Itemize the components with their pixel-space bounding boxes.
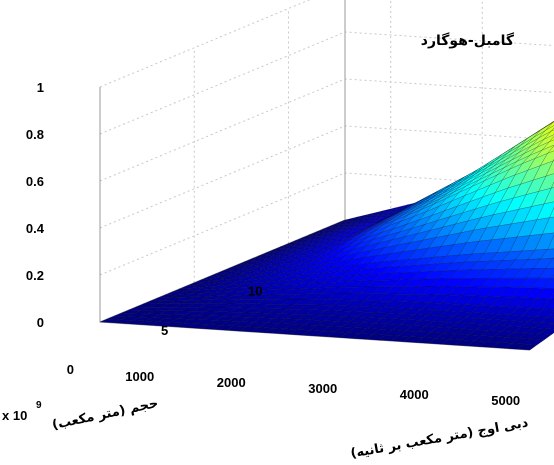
surface-patch [550,181,554,189]
y-axis-label: حجم (متر مکعب) [51,396,160,433]
x-tick-label: 2000 [217,375,246,390]
x-tick-label: 3000 [308,381,337,396]
z-tick-label: 0.2 [26,268,44,283]
y-tick-label: 5 [161,323,168,338]
x-tick-label: 1000 [125,369,154,384]
surface-patch [551,274,554,279]
z-axis-ticks: 0 0.2 0.4 0.6 0.8 1 [26,80,45,330]
surface-patch [545,323,554,330]
surface-mesh [99,121,554,351]
z-tick-label: 0.8 [26,127,44,142]
z-tick-label: 0 [37,315,44,330]
surface-patch [547,310,554,318]
z-tick-label: 1 [37,80,44,95]
y-axis-multiplier-exponent: 9 [36,400,42,411]
surface-patch [547,234,554,250]
z-tick-label: 0.4 [26,221,45,236]
y-axis-multiplier-base: x 10 [2,408,27,423]
surface-patch [551,127,554,132]
chart-title: گامبل-هوگارد [421,32,515,49]
surface-patch [547,145,554,154]
surface-patch [545,121,554,131]
surface-patch [545,160,554,177]
x-axis-ticks: 1000 2000 3000 4000 5000 [125,369,520,408]
surface-patch [516,343,538,351]
x-axis-label: دبی اوج (متر مکعب بر ثانیه) [349,415,529,461]
surface-patch [549,136,554,142]
y-tick-label: 10 [248,284,262,299]
y-axis-multiplier: x 10 9 [2,400,42,423]
y-axis-ticks: 0 5 10 [67,284,263,377]
surface-patch [549,292,554,300]
x-tick-label: 4000 [400,387,429,402]
x-tick-label: 5000 [491,393,520,408]
z-tick-label: 0.6 [26,174,44,189]
y-tick-label: 0 [67,362,74,377]
surface-patch [545,258,554,269]
surface-patch [549,207,554,218]
